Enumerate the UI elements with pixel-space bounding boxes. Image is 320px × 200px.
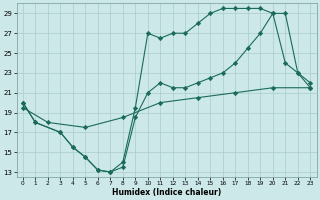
X-axis label: Humidex (Indice chaleur): Humidex (Indice chaleur) — [112, 188, 221, 197]
